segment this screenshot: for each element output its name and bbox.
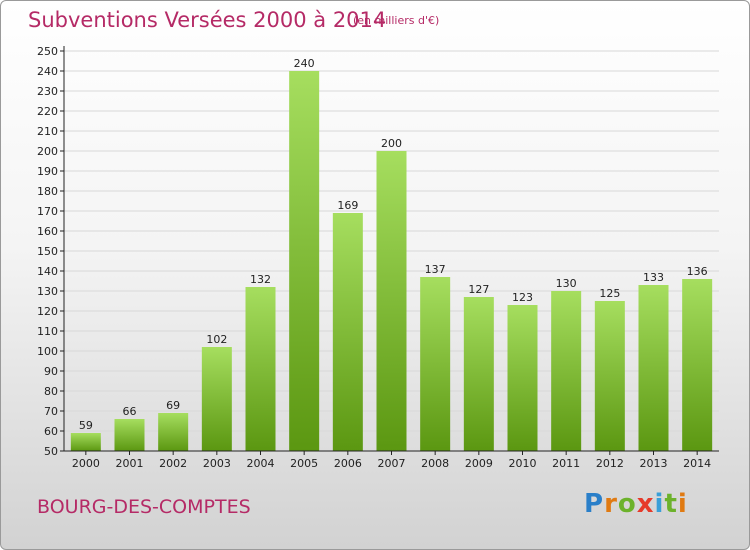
y-tick-label: 120 (37, 305, 58, 318)
y-tick-label: 250 (37, 45, 58, 58)
bar (245, 287, 276, 451)
y-tick-label: 80 (44, 385, 58, 398)
x-tick-label: 2002 (159, 457, 187, 470)
data-labels: 59 66 69 102 132 240 169 200 137 127 123 130 125 133 1… (79, 57, 708, 432)
chart-subtitle: (en milliers d'€) (353, 14, 440, 27)
bar (201, 347, 232, 451)
x-tick-label: 2004 (247, 457, 275, 470)
y-tick-label: 190 (37, 165, 58, 178)
x-tick-label: 2000 (72, 457, 100, 470)
bar (114, 419, 145, 451)
y-tick-label: 100 (37, 345, 58, 358)
y-tick-label: 90 (44, 365, 58, 378)
bar-value-label: 125 (599, 287, 620, 300)
x-tick-label: 2012 (596, 457, 624, 470)
bar (332, 213, 363, 451)
x-tick-label: 2006 (334, 457, 362, 470)
axes: 50 60 70 80 90 100 110 120 130 140 150 160 170 180 190… (37, 45, 719, 470)
y-tick-label: 110 (37, 325, 58, 338)
commune-name: BOURG-DES-COMPTES (37, 496, 251, 518)
bar (289, 71, 320, 451)
bar-value-label: 127 (468, 283, 489, 296)
y-tick-label: 210 (37, 125, 58, 138)
bar (507, 305, 538, 451)
bar-value-label: 123 (512, 291, 533, 304)
proxiti-logo: Proxiti (584, 489, 688, 519)
y-tick-label: 150 (37, 245, 58, 258)
bar-value-label: 66 (123, 405, 137, 418)
bar (682, 279, 713, 451)
x-tick-label: 2010 (509, 457, 537, 470)
y-tick-label: 130 (37, 285, 58, 298)
bar (463, 297, 494, 451)
y-tick-label: 140 (37, 265, 58, 278)
y-tick-label: 220 (37, 105, 58, 118)
y-tick-label: 70 (44, 405, 58, 418)
y-tick-label: 160 (37, 225, 58, 238)
bar-value-label: 169 (337, 199, 358, 212)
x-tick-label: 2009 (465, 457, 493, 470)
bar-series (70, 71, 713, 451)
x-tick-label: 2008 (421, 457, 449, 470)
x-tick-label: 2011 (552, 457, 580, 470)
x-tick-label: 2003 (203, 457, 231, 470)
chart-title: Subventions Versées 2000 à 2014 (28, 8, 387, 32)
y-tick-label: 60 (44, 425, 58, 438)
bar (420, 277, 451, 451)
bar (70, 433, 101, 451)
bar (594, 301, 625, 451)
y-tick-label: 180 (37, 185, 58, 198)
bar-value-label: 200 (381, 137, 402, 150)
bar-value-label: 132 (250, 273, 271, 286)
bar (158, 413, 189, 451)
bar (638, 285, 669, 451)
bar-value-label: 240 (294, 57, 315, 70)
y-tick-label: 170 (37, 205, 58, 218)
bar (376, 151, 407, 451)
bar (551, 291, 582, 451)
y-tick-label: 200 (37, 145, 58, 158)
x-tick-label: 2005 (290, 457, 318, 470)
x-tick-label: 2001 (116, 457, 144, 470)
x-tick-label: 2013 (640, 457, 668, 470)
y-tick-label: 230 (37, 85, 58, 98)
bar-value-label: 130 (556, 277, 577, 290)
y-tick-label: 50 (44, 445, 58, 458)
bar-value-label: 59 (79, 419, 93, 432)
y-tick-label: 240 (37, 65, 58, 78)
bar-value-label: 133 (643, 271, 664, 284)
x-tick-label: 2007 (378, 457, 406, 470)
bar-value-label: 102 (206, 333, 227, 346)
bar-value-label: 137 (425, 263, 446, 276)
x-tick-label: 2014 (683, 457, 711, 470)
bar-value-label: 69 (166, 399, 180, 412)
bar-value-label: 136 (687, 265, 708, 278)
